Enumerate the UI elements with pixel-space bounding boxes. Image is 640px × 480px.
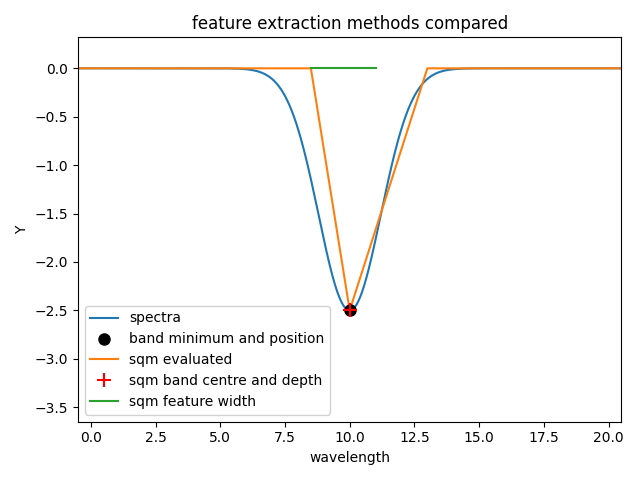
sqm evaluated [282,65,290,71]
Line: spectra: spectra [78,68,621,311]
spectra [74,65,82,71]
spectra [306,172,314,178]
sqm evaluated [74,65,82,71]
sqm feature width [307,65,315,71]
spectra [607,65,615,71]
sqm evaluated [548,65,556,71]
spectra [136,65,144,71]
sqm evaluated [618,65,625,71]
spectra [282,96,290,101]
Title: feature extraction methods compared: feature extraction methods compared [191,15,508,33]
Line: sqm evaluated: sqm evaluated [78,68,621,310]
Y-axis label: Y: Y [15,225,29,234]
sqm evaluated [607,65,615,71]
sqm feature width [372,65,380,71]
spectra [168,65,176,71]
spectra [346,308,353,313]
X-axis label: wavelength: wavelength [309,451,390,465]
sqm evaluated [346,307,354,313]
spectra [548,65,556,71]
sqm evaluated [306,65,314,71]
sqm evaluated [168,65,176,71]
spectra [618,65,625,71]
sqm evaluated [136,65,144,71]
Legend: spectra, band minimum and position, sqm evaluated, sqm band centre and depth, sq: spectra, band minimum and position, sqm … [85,306,330,415]
